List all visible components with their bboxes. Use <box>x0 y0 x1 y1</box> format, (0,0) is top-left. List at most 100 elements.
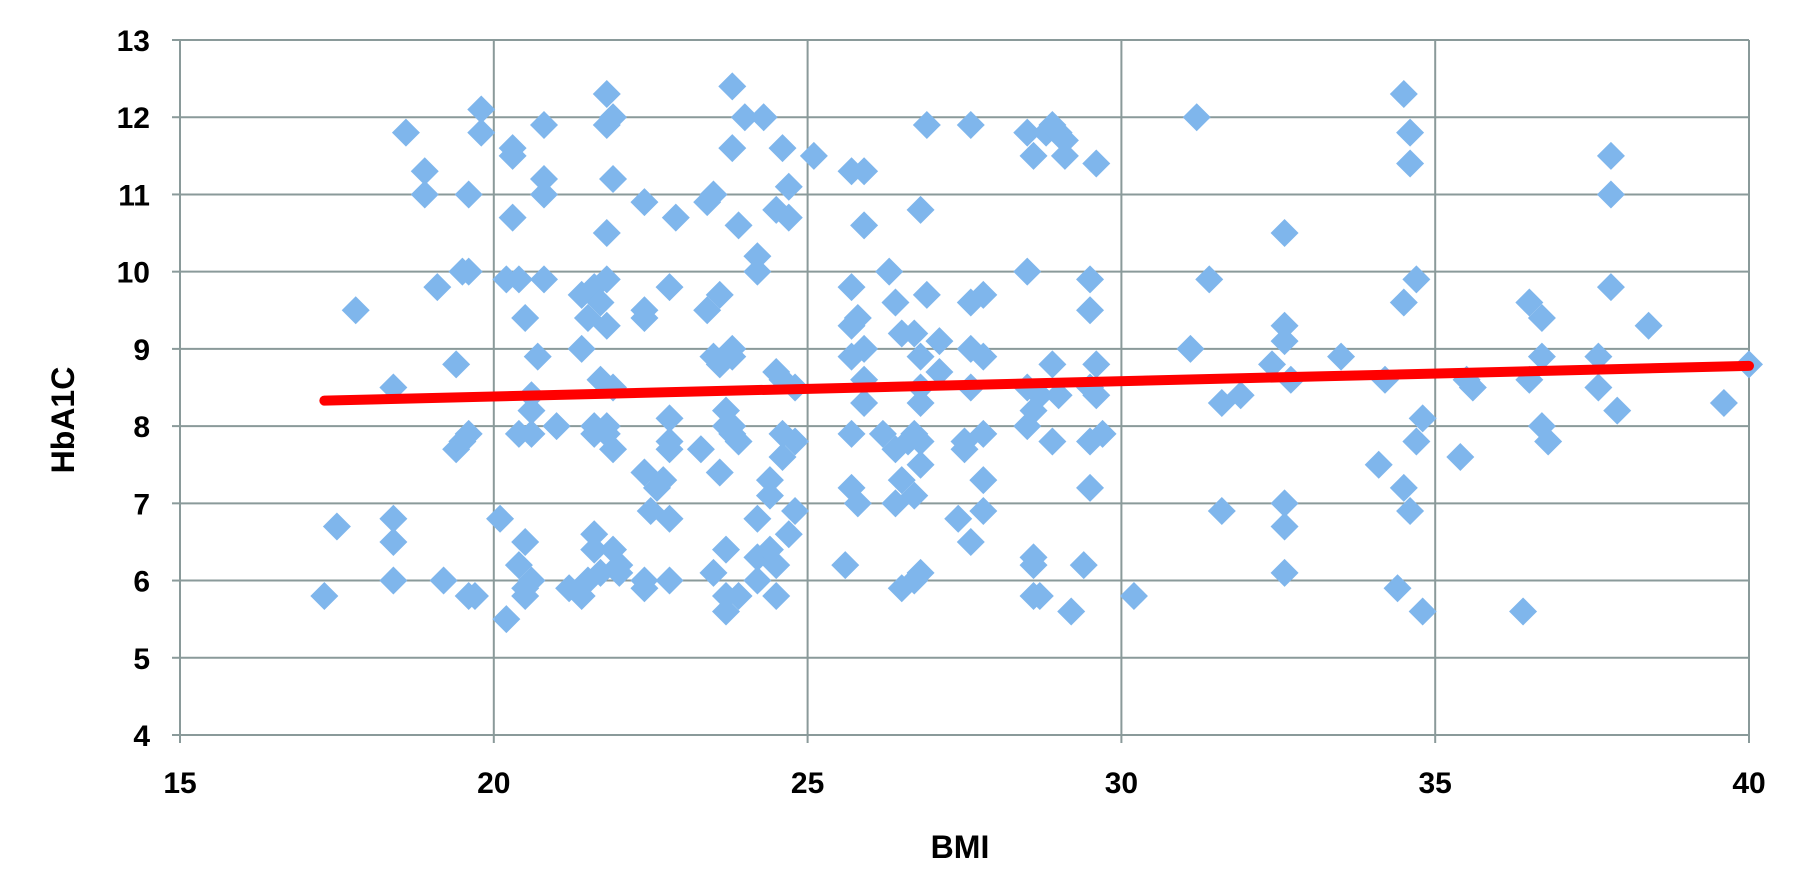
data-point <box>661 203 690 232</box>
data-point <box>1402 427 1431 456</box>
data-point <box>1195 265 1224 294</box>
data-point <box>1050 141 1079 170</box>
axis-layer <box>172 39 1750 743</box>
data-point <box>1025 582 1054 610</box>
data-point <box>1383 574 1412 603</box>
data-point <box>530 110 559 139</box>
data-point <box>429 566 458 595</box>
data-point <box>1082 350 1111 379</box>
data-point <box>875 257 904 286</box>
data-point <box>1050 126 1079 155</box>
data-point <box>1082 381 1111 410</box>
data-point <box>1258 350 1287 379</box>
data-point <box>1038 350 1067 379</box>
y-tick-label: 13 <box>117 25 150 58</box>
data-point <box>498 203 527 232</box>
data-point <box>1458 373 1487 402</box>
data-point <box>925 358 954 387</box>
data-point <box>1038 427 1067 456</box>
data-point <box>837 273 866 302</box>
data-point <box>925 327 954 356</box>
data-point <box>906 195 935 224</box>
data-point <box>655 404 684 433</box>
data-point <box>850 211 879 240</box>
data-point <box>498 141 527 170</box>
data-point <box>486 504 515 533</box>
data-point <box>1446 443 1475 471</box>
data-point <box>718 134 747 163</box>
data-point <box>768 134 797 163</box>
y-tick-label: 12 <box>117 102 150 135</box>
data-point <box>580 535 609 564</box>
data-point <box>1076 265 1105 294</box>
data-point <box>605 558 634 587</box>
data-point <box>850 157 879 186</box>
data-point <box>1082 149 1111 178</box>
data-point <box>743 242 772 271</box>
data-point <box>592 311 621 340</box>
data-point <box>781 427 810 456</box>
data-point <box>649 466 678 495</box>
data-point <box>912 110 941 139</box>
data-point <box>530 165 559 193</box>
data-point <box>580 520 609 549</box>
data-point <box>1176 334 1205 363</box>
data-point <box>542 412 571 441</box>
data-point <box>900 319 929 348</box>
data-point <box>460 582 489 610</box>
data-point <box>762 582 791 610</box>
data-point <box>655 435 684 464</box>
data-point <box>322 512 351 541</box>
data-point <box>1584 373 1613 402</box>
data-point <box>1396 118 1425 147</box>
data-point <box>599 165 628 193</box>
y-tick-label: 11 <box>118 179 150 212</box>
y-tick-label: 10 <box>117 257 150 290</box>
data-point <box>454 419 483 448</box>
data-point <box>1596 180 1625 209</box>
data-point <box>1534 427 1563 456</box>
data-point <box>1408 404 1437 433</box>
data-point <box>969 466 998 495</box>
data-point <box>831 551 860 580</box>
data-point <box>1076 296 1105 325</box>
y-tick-label: 7 <box>133 488 150 521</box>
data-point <box>900 481 929 510</box>
data-point <box>310 582 339 610</box>
data-point <box>1389 80 1418 109</box>
data-point <box>379 504 408 533</box>
data-point <box>762 551 791 580</box>
data-point <box>1584 342 1613 371</box>
data-point <box>843 304 872 332</box>
data-point <box>1327 342 1356 371</box>
x-tick-label: 20 <box>477 767 510 800</box>
x-tick-label: 15 <box>163 767 196 800</box>
data-point <box>567 334 596 363</box>
data-point <box>1634 311 1663 340</box>
data-point <box>517 566 546 595</box>
data-point <box>599 103 628 132</box>
data-point <box>1226 381 1255 410</box>
x-tick-label: 40 <box>1732 767 1765 800</box>
data-point <box>724 211 753 240</box>
data-point <box>1389 288 1418 317</box>
data-point <box>1069 551 1098 580</box>
data-point <box>410 157 439 186</box>
data-point <box>906 558 935 587</box>
data-point <box>655 273 684 302</box>
data-point <box>1509 597 1538 626</box>
data-point <box>504 265 533 294</box>
data-point <box>454 180 483 209</box>
data-point <box>1044 381 1073 410</box>
data-point <box>956 110 985 139</box>
data-point <box>1408 597 1437 626</box>
data-point <box>705 458 734 487</box>
y-tick-label: 9 <box>133 334 150 367</box>
data-point <box>956 527 985 556</box>
data-point <box>467 118 496 147</box>
data-point <box>1270 489 1299 518</box>
data-point <box>712 535 741 564</box>
data-point <box>755 466 784 495</box>
data-point <box>705 280 734 309</box>
